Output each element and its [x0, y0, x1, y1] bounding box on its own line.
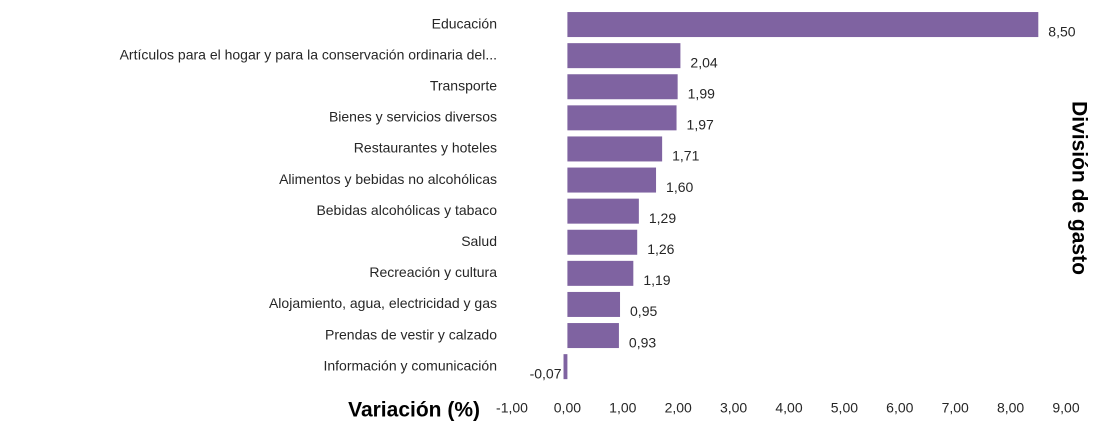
- x-tick-label: 2,00: [665, 400, 692, 416]
- bar: [567, 74, 678, 100]
- value-label: 0,93: [629, 334, 656, 350]
- y-tick-label: Educación: [432, 15, 497, 31]
- bar: [567, 323, 619, 349]
- bar: [567, 229, 638, 255]
- x-tick-label: 6,00: [886, 400, 913, 416]
- y-tick-label: Restaurantes y hoteles: [354, 140, 497, 156]
- x-tick-label: 5,00: [831, 400, 858, 416]
- bar: [567, 136, 663, 162]
- y-tick-label: Recreación y cultura: [369, 264, 497, 280]
- bar: [567, 43, 681, 69]
- bar: [567, 12, 1039, 38]
- x-tick-label: 9,00: [1052, 400, 1079, 416]
- y-tick-label: Bienes y servicios diversos: [329, 109, 497, 125]
- x-tick-label: 1,00: [609, 400, 636, 416]
- value-label: 1,26: [647, 241, 674, 257]
- value-label: 1,71: [672, 148, 699, 164]
- value-label: 0,95: [630, 303, 657, 319]
- x-tick-label: 8,00: [997, 400, 1024, 416]
- value-label: 8,50: [1048, 23, 1075, 39]
- value-label: -0,07: [530, 365, 562, 381]
- bar: [567, 105, 677, 131]
- bar: [567, 167, 657, 193]
- value-label: 2,04: [690, 54, 717, 70]
- y-tick-label: Artículos para el hogar y para la conser…: [120, 46, 497, 62]
- bar: [567, 291, 621, 317]
- value-label: 1,97: [687, 117, 714, 133]
- value-label: 1,60: [666, 179, 693, 195]
- value-label: 1,99: [688, 85, 715, 101]
- y-tick-label: Salud: [461, 233, 497, 249]
- y-tick-label: Alojamiento, agua, electricidad y gas: [269, 295, 497, 311]
- bar: [567, 260, 634, 286]
- x-tick-label: 4,00: [775, 400, 802, 416]
- x-tick-label: -1,00: [496, 400, 528, 416]
- x-axis-title: Variación (%): [348, 399, 480, 422]
- y-axis-title: División de gasto: [1067, 101, 1090, 275]
- x-tick-label: 7,00: [942, 400, 969, 416]
- y-tick-label: Bebidas alcohólicas y tabaco: [316, 202, 497, 218]
- value-label: 1,29: [649, 210, 676, 226]
- bar: [563, 354, 568, 380]
- bar: [567, 198, 639, 224]
- y-tick-label: Transporte: [430, 77, 497, 93]
- value-label: 1,19: [643, 272, 670, 288]
- y-tick-label: Información y comunicación: [323, 357, 497, 373]
- y-tick-label: Alimentos y bebidas no alcohólicas: [279, 171, 497, 187]
- y-tick-label: Prendas de vestir y calzado: [325, 326, 497, 342]
- x-tick-label: 0,00: [554, 400, 581, 416]
- x-tick-label: 3,00: [720, 400, 747, 416]
